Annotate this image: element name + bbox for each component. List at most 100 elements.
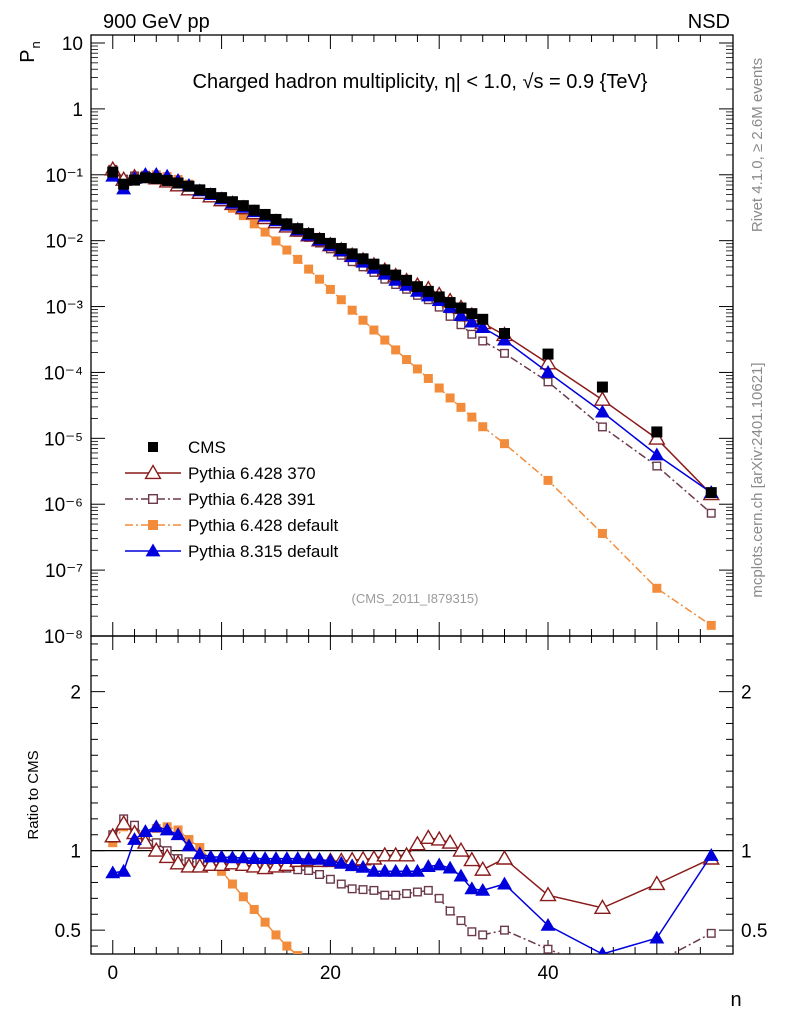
ratio-point-pythia-6-428-default <box>293 951 303 954</box>
y-axis-title-ratio: Ratio to CMS <box>25 750 42 839</box>
ratio-point-pythia-6-428-default <box>446 999 455 1008</box>
ratio-point-pythia-8-315-default <box>598 946 607 954</box>
data-point-cms <box>422 285 434 297</box>
ratio-point-pythia-6-428-default <box>108 838 118 848</box>
ratio-point-pythia-6-428-370 <box>245 857 263 873</box>
data-point-cms <box>248 204 260 216</box>
ratio-point-pythia-6-428-391 <box>347 884 357 894</box>
legend: CMS Pythia 6.428 370 Pythia 6.428 391 Pythi… <box>125 438 339 561</box>
ratio-point-pythia-6-428-391 <box>412 887 422 897</box>
ratio-point-pythia-8-315-default <box>268 851 284 864</box>
ratio-point-pythia-8-315-default <box>137 824 153 837</box>
x-tick-label: 20 <box>320 963 341 984</box>
legend-label: Pythia 6.428 370 <box>188 464 316 483</box>
ratio-point-pythia-8-315-default <box>464 881 480 895</box>
ratio-point-pythia-8-315-default <box>442 860 458 874</box>
ratio-point-pythia-6-428-default <box>238 892 248 902</box>
data-point-pythia-6-428-default <box>652 583 662 593</box>
ratio-point-pythia-6-428-370 <box>397 846 416 862</box>
ratio-point-pythia-8-315-default <box>497 876 512 890</box>
ratio-point-pythia-6-428-391 <box>599 966 607 974</box>
ratio-point-pythia-6-428-391 <box>445 906 455 916</box>
data-point-pythia-6-428-default <box>456 402 466 412</box>
ratio-point-pythia-8-315-default <box>399 863 414 877</box>
ratio-point-pythia-8-315-default <box>322 853 338 867</box>
ratio-point-pythia-6-428-370 <box>376 846 394 862</box>
ratio-point-pythia-8-315-default <box>214 849 230 863</box>
data-point-pythia-6-428-default <box>402 355 412 365</box>
ratio-line-pythia-8-315-default <box>112 826 712 954</box>
ratio-point-pythia-6-428-370 <box>593 899 612 914</box>
ratio-point-pythia-8-315-default <box>410 863 425 877</box>
data-point-cms <box>324 237 336 249</box>
ratio-point-pythia-6-428-default <box>227 879 237 889</box>
ratio-point-pythia-6-428-default <box>402 995 411 1004</box>
y-tick-label: 10⁻⁸ <box>44 627 83 648</box>
data-point-cms <box>335 243 347 255</box>
legend-marker <box>148 520 158 530</box>
ratio-point-pythia-8-315-default <box>159 822 175 836</box>
ratio-point-pythia-8-315-default <box>344 858 360 872</box>
ratio-point-pythia-6-428-370 <box>202 856 220 872</box>
ratio-point-pythia-6-428-370 <box>463 851 481 867</box>
ratio-point-pythia-6-428-391 <box>369 885 379 895</box>
data-point-cms <box>205 187 217 199</box>
data-point-pythia-6-428-default <box>315 274 325 284</box>
ratio-point-pythia-6-428-default <box>435 999 444 1008</box>
ratio-point-pythia-8-315-default <box>312 851 327 865</box>
legend-label: CMS <box>188 438 226 457</box>
ratio-point-pythia-8-315-default <box>431 857 447 871</box>
data-point-pythia-6-428-default <box>543 475 553 485</box>
data-point-cms <box>346 248 358 260</box>
ratio-point-pythia-8-315-default <box>127 832 142 845</box>
ratio-point-pythia-8-315-default <box>203 849 219 863</box>
ratio-point-pythia-6-428-391 <box>391 890 401 900</box>
ratio-point-pythia-6-428-default <box>249 904 259 914</box>
ratio-point-pythia-8-315-default <box>333 855 349 869</box>
ratio-point-pythia-8-315-default <box>420 859 436 872</box>
ratio-point-pythia-6-428-391 <box>499 925 509 935</box>
data-point-pythia-6-428-370 <box>593 390 612 406</box>
ratio-point-pythia-6-428-391 <box>653 958 661 966</box>
data-point-pythia-6-428-default <box>706 620 716 630</box>
ratio-point-pythia-8-315-default <box>703 847 719 861</box>
data-point-cms <box>379 264 391 276</box>
ratio-point-pythia-6-428-391 <box>304 866 314 876</box>
side-label-rivet: Rivet 4.1.0, ≥ 2.6M events <box>749 58 766 232</box>
ratio-point-pythia-6-428-391 <box>402 889 412 899</box>
ratio-point-pythia-6-428-default <box>391 994 400 1003</box>
data-point-pythia-6-428-default <box>336 295 346 305</box>
ratio-point-pythia-6-428-default <box>544 1003 553 1012</box>
ratio-point-pythia-6-428-default <box>413 996 422 1005</box>
data-point-pythia-6-428-default <box>293 254 303 264</box>
data-point-cms <box>237 200 249 212</box>
legend-marker <box>144 464 162 480</box>
data-point-cms <box>172 177 184 189</box>
ratio-point-pythia-8-315-default <box>170 827 186 841</box>
data-point-pythia-6-428-default <box>412 364 422 374</box>
ratio-point-pythia-6-428-391 <box>315 870 325 880</box>
x-tick-label: 0 <box>107 963 118 984</box>
data-point-cms <box>270 213 282 225</box>
data-point-cms <box>226 196 238 208</box>
y-tick-label: 10⁻⁴ <box>44 363 83 384</box>
data-point-pythia-8-315-default <box>497 332 512 346</box>
ratio-point-pythia-8-315-default <box>148 819 164 833</box>
data-point-pythia-6-428-default <box>423 373 433 383</box>
data-point-cms <box>281 218 293 230</box>
ratio-series-group <box>104 814 720 1012</box>
ratio-y-tick-label: 0.5 <box>55 921 81 942</box>
ratio-point-pythia-6-428-391 <box>358 885 368 895</box>
ratio-point-pythia-8-315-default <box>388 863 404 877</box>
data-point-pythia-6-428-default <box>391 345 401 355</box>
ratio-point-pythia-8-315-default <box>453 868 469 882</box>
ratio-point-pythia-6-428-391 <box>336 879 346 889</box>
ratio-point-pythia-6-428-370 <box>539 886 557 902</box>
data-point-cms <box>705 487 717 499</box>
data-point-pythia-6-428-default <box>434 383 444 393</box>
ratio-point-pythia-6-428-370 <box>495 849 514 865</box>
ratio-point-pythia-6-428-370 <box>114 814 133 830</box>
data-point-pythia-6-428-default <box>325 284 335 294</box>
ratio-point-pythia-6-428-default <box>304 959 313 968</box>
ratio-point-pythia-8-315-default <box>105 865 121 879</box>
